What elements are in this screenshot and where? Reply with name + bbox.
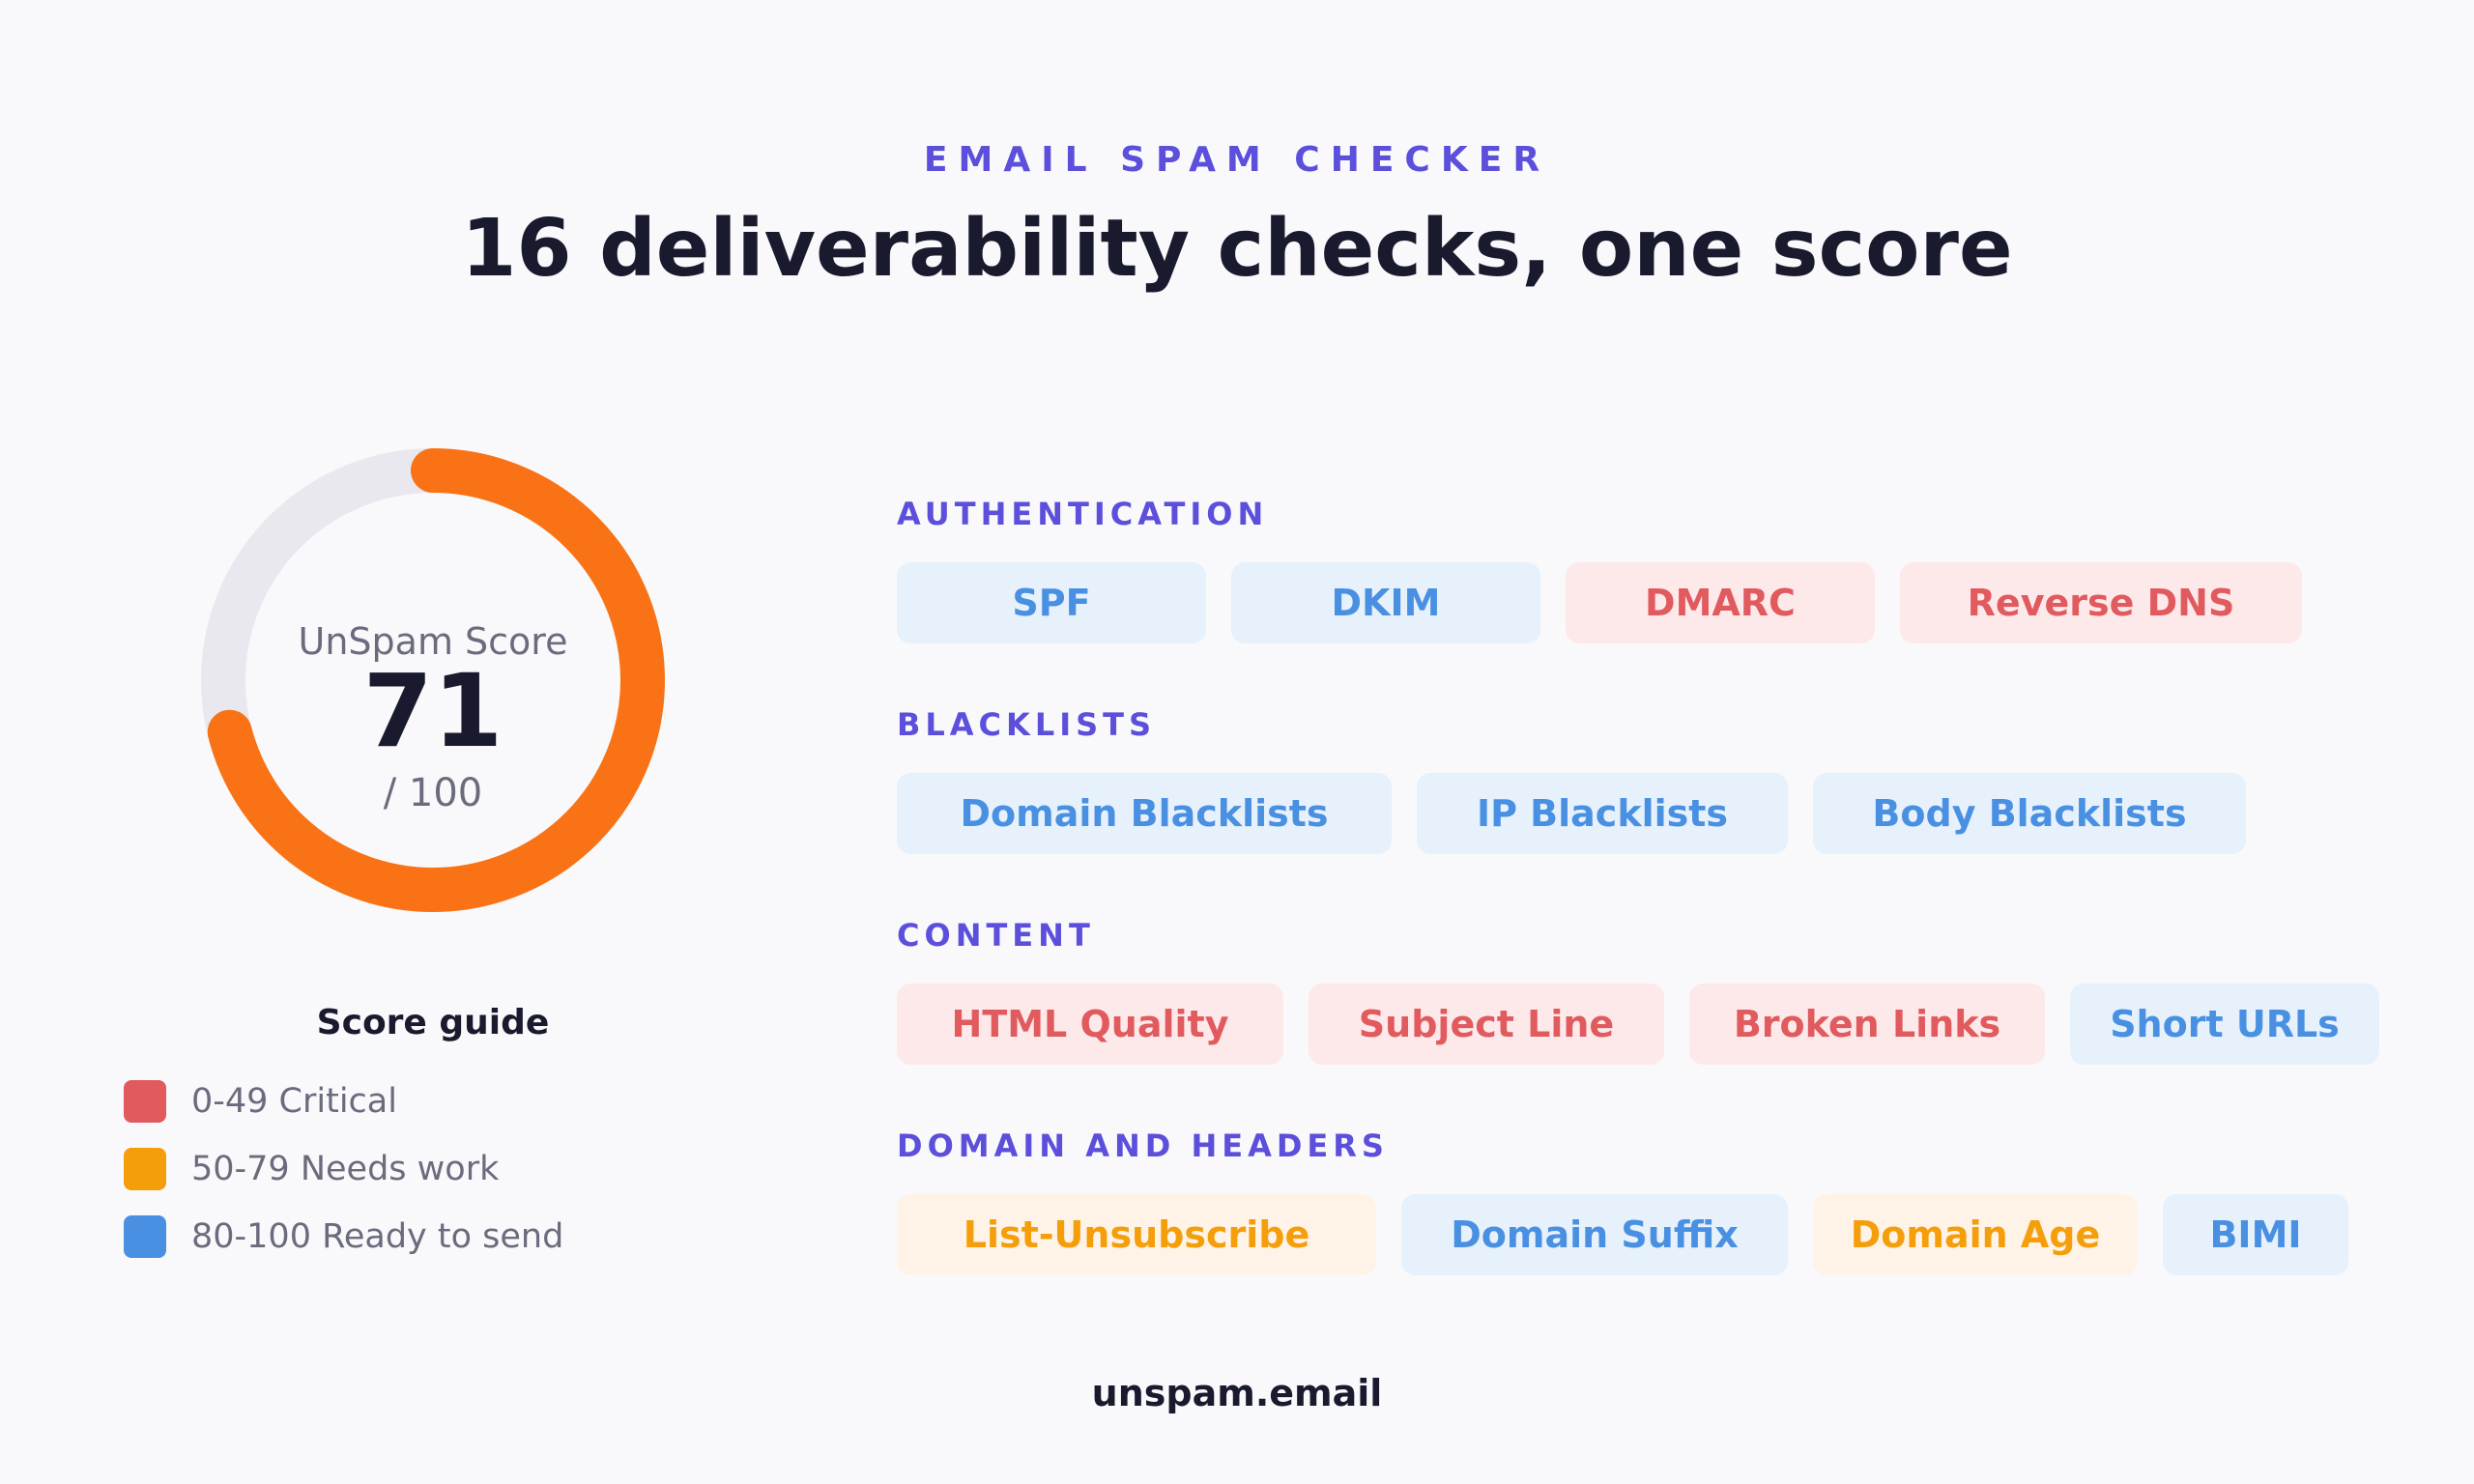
check-chip-dmarc: DMARC <box>1566 562 1875 643</box>
category-title: BLACKLISTS <box>897 706 1157 743</box>
check-categories: AUTHENTICATION SPF DKIM DMARC Reverse DN… <box>897 495 2404 1337</box>
check-chip-bimi: BIMI <box>2163 1194 2348 1275</box>
check-chip-list-unsubscribe: List-Unsubscribe <box>897 1194 1376 1275</box>
critical-swatch <box>124 1080 166 1123</box>
legend-item-critical: 0-49 Critical <box>124 1078 563 1125</box>
check-chip-subject-line: Subject Line <box>1309 984 1664 1065</box>
score-guide-legend: 0-49 Critical 50-79 Needs work 80-100 Re… <box>124 1078 563 1281</box>
score-ring <box>201 448 665 912</box>
chip-row: HTML Quality Subject Line Broken Links S… <box>897 984 2404 1065</box>
page-title: 16 deliverability checks, one score <box>461 203 2013 295</box>
check-chip-reverse-dns: Reverse DNS <box>1900 562 2302 643</box>
score-gauge: UnSpam Score 71 / 100 <box>201 448 665 912</box>
legend-label: 80-100 Ready to send <box>191 1217 564 1256</box>
check-chip-dkim: DKIM <box>1231 562 1540 643</box>
score-max: / 100 <box>383 771 483 815</box>
check-chip-domain-blacklists: Domain Blacklists <box>897 773 1392 854</box>
footer-site-label: unspam.email <box>1091 1372 1383 1414</box>
category-authentication: AUTHENTICATION SPF DKIM DMARC Reverse DN… <box>897 495 2404 705</box>
score-ring-fill <box>201 448 665 912</box>
check-chip-domain-suffix: Domain Suffix <box>1401 1194 1788 1275</box>
check-chip-body-blacklists: Body Blacklists <box>1813 773 2246 854</box>
chip-row: List-Unsubscribe Domain Suffix Domain Ag… <box>897 1194 2404 1275</box>
eyebrow-label: EMAIL SPAM CHECKER <box>923 140 1551 180</box>
category-content: CONTENT HTML Quality Subject Line Broken… <box>897 916 2404 1127</box>
check-chip-spf: SPF <box>897 562 1206 643</box>
check-chip-html-quality: HTML Quality <box>897 984 1283 1065</box>
legend-item-needs-work: 50-79 Needs work <box>124 1146 563 1192</box>
check-chip-broken-links: Broken Links <box>1689 984 2045 1065</box>
legend-item-ready: 80-100 Ready to send <box>124 1213 563 1260</box>
check-chip-domain-age: Domain Age <box>1813 1194 2138 1275</box>
category-domain-and-headers: DOMAIN AND HEADERS List-Unsubscribe Doma… <box>897 1127 2404 1337</box>
chip-row: Domain Blacklists IP Blacklists Body Bla… <box>897 773 2404 854</box>
score-caption: UnSpam Score <box>298 620 568 663</box>
category-title: DOMAIN AND HEADERS <box>897 1127 1389 1164</box>
check-chip-ip-blacklists: IP Blacklists <box>1417 773 1788 854</box>
needs-work-swatch <box>124 1148 166 1190</box>
category-title: CONTENT <box>897 917 1095 954</box>
ready-swatch <box>124 1215 166 1258</box>
legend-label: 0-49 Critical <box>191 1082 397 1121</box>
check-chip-short-urls: Short URLs <box>2070 984 2379 1065</box>
legend-label: 50-79 Needs work <box>191 1150 500 1188</box>
category-title: AUTHENTICATION <box>897 496 1269 532</box>
chip-row: SPF DKIM DMARC Reverse DNS <box>897 562 2404 643</box>
score-guide-title: Score guide <box>316 1003 550 1042</box>
category-blacklists: BLACKLISTS Domain Blacklists IP Blacklis… <box>897 705 2404 916</box>
score-value: 71 <box>362 652 503 770</box>
